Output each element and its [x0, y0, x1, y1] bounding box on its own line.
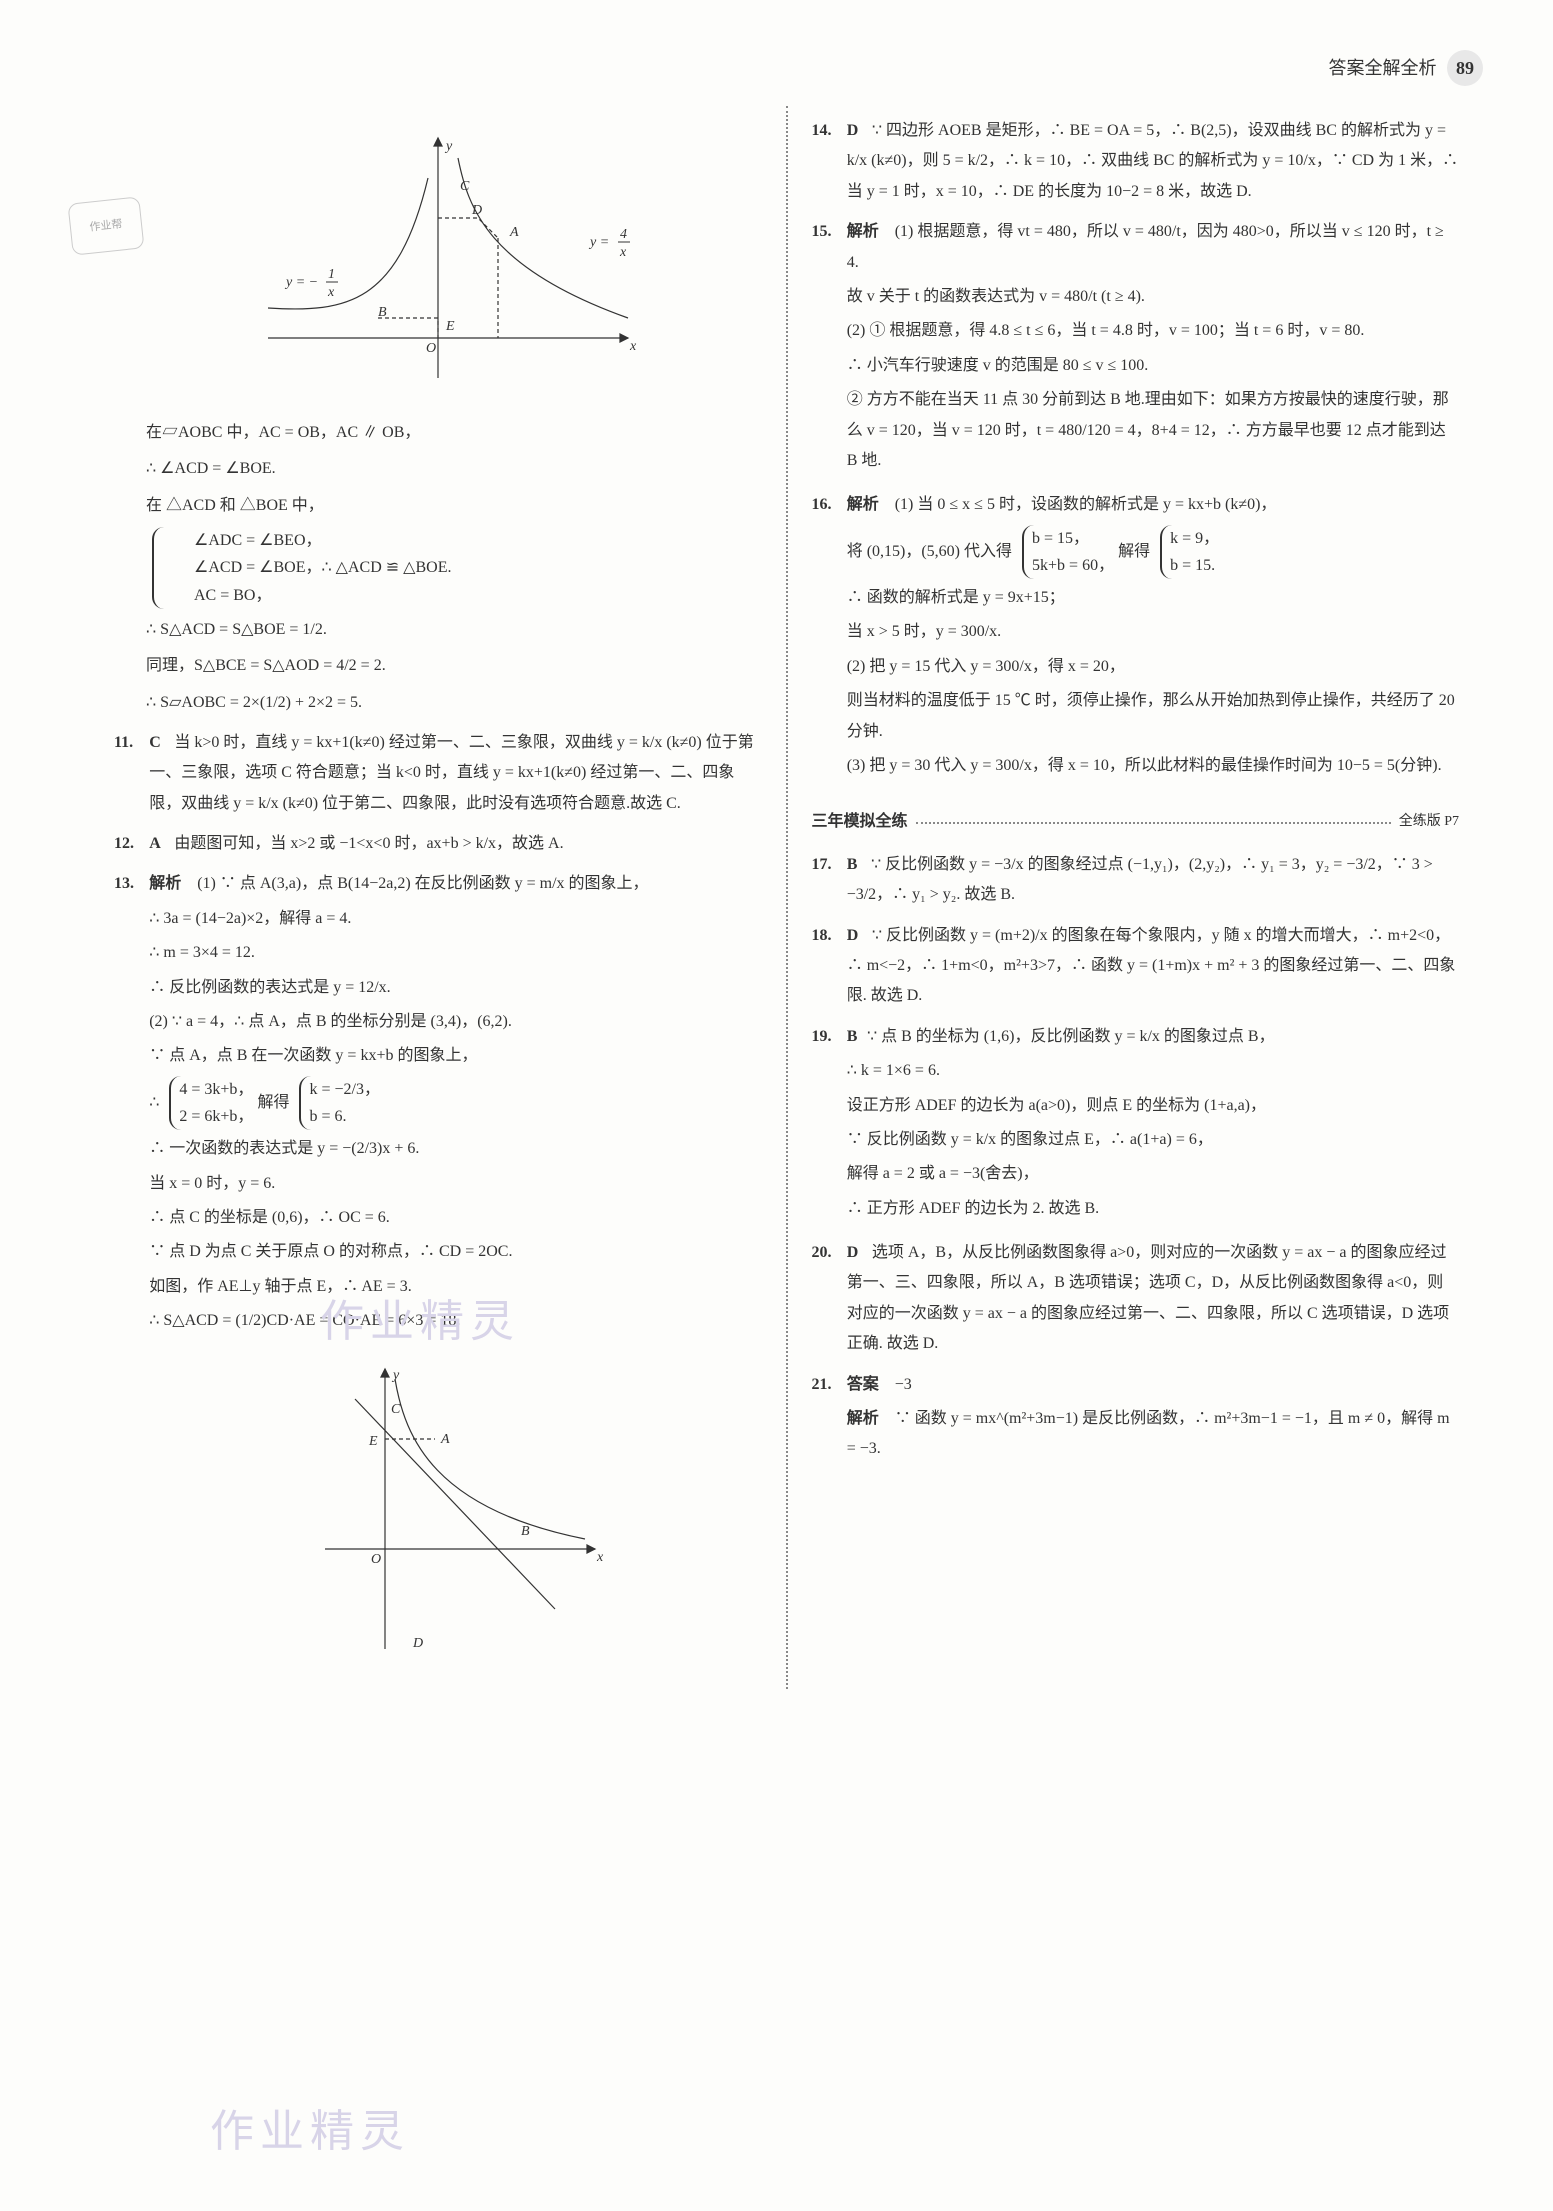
svg-text:1: 1 — [328, 267, 335, 282]
q11: 11. C 当 k>0 时，直线 y = kx+1(k≠0) 经过第一、二、三象… — [114, 728, 762, 819]
q18: 18. D ∵ 反比例函数 y = (m+2)/x 的图象在每个象限内，y 随 … — [812, 921, 1460, 1012]
svg-text:x: x — [327, 285, 335, 300]
q21-num: 21. — [812, 1370, 847, 1400]
svg-text:x: x — [619, 245, 627, 260]
q18-ans: D — [847, 927, 859, 944]
svg-text:D: D — [471, 203, 482, 218]
q17-num: 17. — [812, 850, 847, 880]
section-ref: 全练版 P7 — [1399, 809, 1459, 836]
q17: 17. B ∵ 反比例函数 y = −3/x 的图象经过点 (−1,y₁)，(2… — [812, 850, 1460, 911]
q14-body: ∵ 四边形 AOEB 是矩形，∴ BE = OA = 5，∴ B(2,5)，设双… — [847, 122, 1458, 200]
svg-text:C: C — [391, 1402, 401, 1417]
q13-label: 解析 — [149, 875, 181, 892]
stamp-badge: 作业帮 — [67, 196, 144, 255]
q17-body: ∵ 反比例函数 y = −3/x 的图象经过点 (−1,y₁)，(2,y₂)，∴… — [847, 856, 1433, 903]
svg-text:C: C — [460, 179, 470, 194]
q20: 20. D 选项 A，B，从反比例函数图象得 a>0，则对应的一次函数 y = … — [812, 1238, 1460, 1360]
q13-brace: ∴ 4 = 3k+b， 2 = 6k+b， 解得 k = −2/3， b = 6… — [149, 1076, 761, 1130]
q11-ans: C — [149, 734, 161, 751]
q13-num: 13. — [114, 869, 149, 899]
q20-num: 20. — [812, 1238, 847, 1268]
svg-text:E: E — [445, 319, 455, 334]
q16: 16. 解析 (1) 当 0 ≤ x ≤ 5 时，设函数的解析式是 y = kx… — [812, 490, 1460, 785]
q13: 13. 解析 (1) ∵ 点 A(3,a)，点 B(14−2a,2) 在反比例函… — [114, 869, 762, 1688]
watermark-2: 作业精灵 — [210, 2090, 410, 2174]
q14-num: 14. — [812, 116, 847, 146]
header-title: 答案全解全析 — [1329, 58, 1437, 78]
q18-body: ∵ 反比例函数 y = (m+2)/x 的图象在每个象限内，y 随 x 的增大而… — [847, 927, 1456, 1005]
q19-ans: B — [847, 1028, 858, 1045]
svg-text:A: A — [440, 1432, 450, 1447]
svg-text:y = −: y = − — [284, 275, 318, 290]
q14: 14. D ∵ 四边形 AOEB 是矩形，∴ BE = OA = 5，∴ B(2… — [812, 116, 1460, 207]
q14-ans: D — [847, 122, 859, 139]
section-separator: 三年模拟全练 全练版 P7 — [812, 807, 1460, 837]
q12-ans: A — [149, 835, 161, 852]
dotted-rule — [916, 822, 1391, 824]
page-number: 89 — [1447, 50, 1483, 86]
left-pre2-2: 同理，S△BCE = S△AOD = 4/2 = 2. — [114, 651, 762, 681]
svg-text:x: x — [629, 339, 637, 354]
q20-ans: D — [847, 1244, 859, 1261]
right-column: 14. D ∵ 四边形 AOEB 是矩形，∴ BE = OA = 5，∴ B(2… — [788, 106, 1484, 1689]
q18-num: 18. — [812, 921, 847, 951]
q19: 19. B∵ 点 B 的坐标为 (1,6)，反比例函数 y = k/x 的图象过… — [812, 1022, 1460, 1228]
left-pre-1: 在▱AOBC 中，AC = OB，AC ∥ OB， — [114, 418, 762, 448]
q21-value: −3 — [895, 1376, 912, 1393]
svg-text:x: x — [596, 1550, 604, 1565]
q21-label: 答案 — [847, 1376, 879, 1393]
q15: 15. 解析 (1) 根据题意，得 vt = 480，所以 v = 480/t，… — [812, 217, 1460, 480]
q17-ans: B — [847, 856, 858, 873]
q21-expl-label: 解析 — [847, 1410, 879, 1427]
two-column-layout: y x O D C A B E y = 4 x y = − 1 x 在▱AOBC 中… — [90, 106, 1483, 1689]
q15-num: 15. — [812, 217, 847, 247]
svg-text:E: E — [368, 1434, 378, 1449]
left-pre-3: 在 △ACD 和 △BOE 中， — [114, 491, 762, 521]
q12-num: 12. — [114, 829, 149, 859]
q16-label: 解析 — [847, 496, 879, 513]
q15-label: 解析 — [847, 223, 879, 240]
graph-2: y x O C E A B D — [295, 1349, 615, 1669]
brace-1: ∠ADC = ∠BEO， ∠ACD = ∠BOE，∴ △ACD ≌ △BOE. … — [114, 527, 762, 609]
svg-text:D: D — [412, 1636, 423, 1651]
q21: 21. 答案 −3 解析 ∵ 函数 y = mx^(m²+3m−1) 是反比例函… — [812, 1370, 1460, 1469]
q16-num: 16. — [812, 490, 847, 520]
svg-text:4: 4 — [620, 227, 627, 242]
q11-num: 11. — [114, 728, 149, 758]
q12: 12. A 由题图可知，当 x>2 或 −1<x<0 时，ax+b > k/x，… — [114, 829, 762, 859]
svg-text:y: y — [391, 1368, 400, 1383]
left-column: y x O D C A B E y = 4 x y = − 1 x 在▱AOBC 中… — [90, 106, 788, 1689]
q11-body: 当 k>0 时，直线 y = kx+1(k≠0) 经过第一、二、三象限，双曲线 … — [149, 734, 754, 812]
left-pre2-3: ∴ S▱AOBC = 2×(1/2) + 2×2 = 5. — [114, 688, 762, 718]
svg-text:y =: y = — [588, 235, 609, 250]
q16-brace: 将 (0,15)，(5,60) 代入得 b = 15， 5k+b = 60， 解… — [847, 525, 1459, 579]
q20-body: 选项 A，B，从反比例函数图象得 a>0，则对应的一次函数 y = ax − a… — [847, 1244, 1449, 1352]
q12-body: 由题图可知，当 x>2 或 −1<x<0 时，ax+b > k/x，故选 A. — [174, 835, 563, 852]
svg-text:y: y — [444, 139, 453, 154]
left-pre2-1: ∴ S△ACD = S△BOE = 1/2. — [114, 615, 762, 645]
q19-num: 19. — [812, 1022, 847, 1052]
graph-1: y x O D C A B E y = 4 x y = − 1 x — [228, 118, 648, 398]
svg-text:O: O — [371, 1552, 381, 1567]
svg-text:B: B — [521, 1524, 530, 1539]
section-title: 三年模拟全练 — [812, 807, 908, 837]
page-header: 答案全解全析 89 — [90, 50, 1483, 86]
left-pre-2: ∴ ∠ACD = ∠BOE. — [114, 454, 762, 484]
svg-text:O: O — [426, 341, 436, 356]
svg-text:B: B — [378, 305, 387, 320]
svg-text:A: A — [509, 225, 519, 240]
